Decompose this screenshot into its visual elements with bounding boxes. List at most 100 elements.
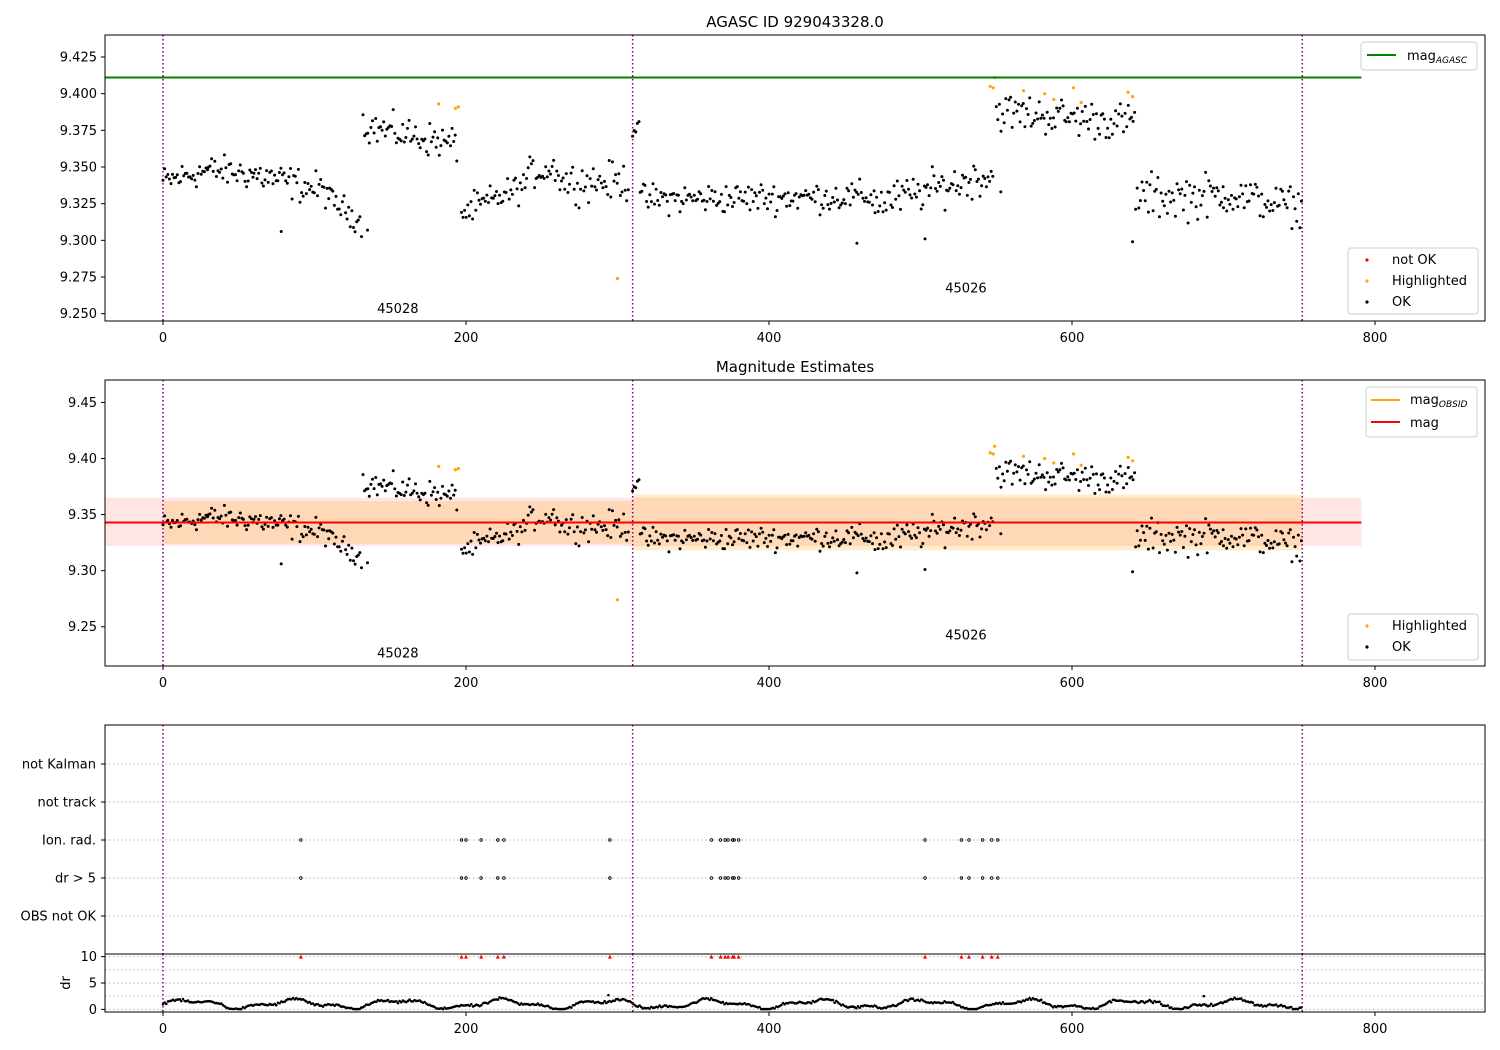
ok-point <box>873 548 877 552</box>
ok-point <box>1028 460 1032 464</box>
ok-point <box>347 205 351 209</box>
ok-point <box>202 516 206 520</box>
ok-point <box>407 477 411 481</box>
flag-point <box>980 876 985 880</box>
ok-point <box>269 169 273 173</box>
ok-point <box>246 179 250 183</box>
ok-point <box>1047 123 1051 127</box>
ok-point <box>1026 113 1030 116</box>
ok-point <box>1061 104 1065 108</box>
ok-point <box>210 506 214 510</box>
ok-point <box>878 542 882 546</box>
ok-point <box>983 177 987 180</box>
ok-point <box>810 537 814 541</box>
ok-point <box>640 531 644 535</box>
ok-point <box>439 144 443 148</box>
ok-point <box>746 528 750 532</box>
ok-point <box>1075 468 1079 472</box>
ok-point <box>358 215 362 219</box>
ok-point <box>1188 183 1192 187</box>
ok-point <box>563 187 567 191</box>
ok-point <box>871 203 874 207</box>
ok-point <box>702 198 706 202</box>
ok-point <box>1257 535 1260 539</box>
x-tick-label: 0 <box>159 676 167 691</box>
ok-point <box>1044 132 1048 136</box>
dr-point <box>1151 1001 1155 1005</box>
ok-point <box>252 171 256 175</box>
ok-point <box>1093 137 1097 141</box>
ok-point <box>876 547 880 551</box>
ok-point <box>1290 227 1294 231</box>
ok-point <box>617 518 621 522</box>
flag-point <box>464 876 468 880</box>
ok-point <box>179 524 182 528</box>
ok-point <box>1101 472 1105 476</box>
ok-point <box>1253 182 1257 186</box>
ok-point <box>1222 206 1225 210</box>
ok-point <box>1032 119 1036 122</box>
ok-point <box>171 518 174 522</box>
ok-point <box>1137 544 1141 548</box>
ok-point <box>487 201 490 204</box>
ok-point <box>491 196 495 200</box>
y-tick-label: 10 <box>80 950 97 965</box>
ok-point <box>703 208 707 212</box>
ok-point <box>832 200 836 204</box>
ok-point <box>1151 546 1155 550</box>
ok-point <box>325 186 329 190</box>
ok-point <box>872 189 876 193</box>
ok-point <box>1126 466 1130 469</box>
ok-point <box>1207 523 1211 527</box>
ok-point <box>1104 490 1108 494</box>
ok-point <box>723 547 726 551</box>
ok-point <box>759 183 763 187</box>
ok-point <box>175 519 179 522</box>
ok-point <box>1060 98 1063 102</box>
ok-point <box>724 185 728 189</box>
ok-point <box>676 193 680 197</box>
ok-point <box>289 514 292 518</box>
ok-point <box>1258 214 1262 218</box>
ok-point <box>802 193 806 197</box>
ok-point <box>353 230 357 234</box>
ok-point <box>1072 111 1076 115</box>
ok-point <box>1085 478 1089 482</box>
ok-point <box>661 535 664 539</box>
ok-point <box>930 512 934 516</box>
ok-point <box>748 208 752 212</box>
ok-point <box>453 133 457 137</box>
ok-point <box>1067 120 1071 124</box>
ok-point <box>910 196 914 200</box>
ok-point <box>1110 488 1114 491</box>
ok-point <box>526 166 530 170</box>
y-tick-label: 5 <box>89 977 97 992</box>
ok-point <box>1036 476 1040 480</box>
dr-point <box>748 1003 751 1006</box>
ok-point <box>347 543 351 547</box>
ok-point <box>569 517 573 521</box>
ok-point <box>366 561 369 565</box>
ok-point <box>855 241 859 245</box>
flag-category-label: not Kalman <box>22 758 96 773</box>
dr-point <box>375 1000 378 1004</box>
ok-point <box>1255 528 1259 532</box>
ok-point <box>452 140 456 143</box>
ok-point <box>1260 192 1264 196</box>
ok-point <box>327 537 331 541</box>
ok-point <box>855 190 859 194</box>
ok-point <box>871 542 874 546</box>
ok-point <box>226 180 229 184</box>
flag-point <box>726 838 730 842</box>
ok-point <box>284 523 288 527</box>
y-tick-label: 9.45 <box>68 396 97 411</box>
ok-point <box>166 518 170 522</box>
ok-point <box>919 545 923 549</box>
ok-point <box>911 177 915 181</box>
ok-point <box>482 196 486 200</box>
ok-point <box>708 537 712 541</box>
legend-highlighted: Highlighted <box>1392 274 1467 289</box>
ok-point <box>1002 479 1006 483</box>
ok-point <box>839 203 843 207</box>
ok-point <box>477 538 481 542</box>
